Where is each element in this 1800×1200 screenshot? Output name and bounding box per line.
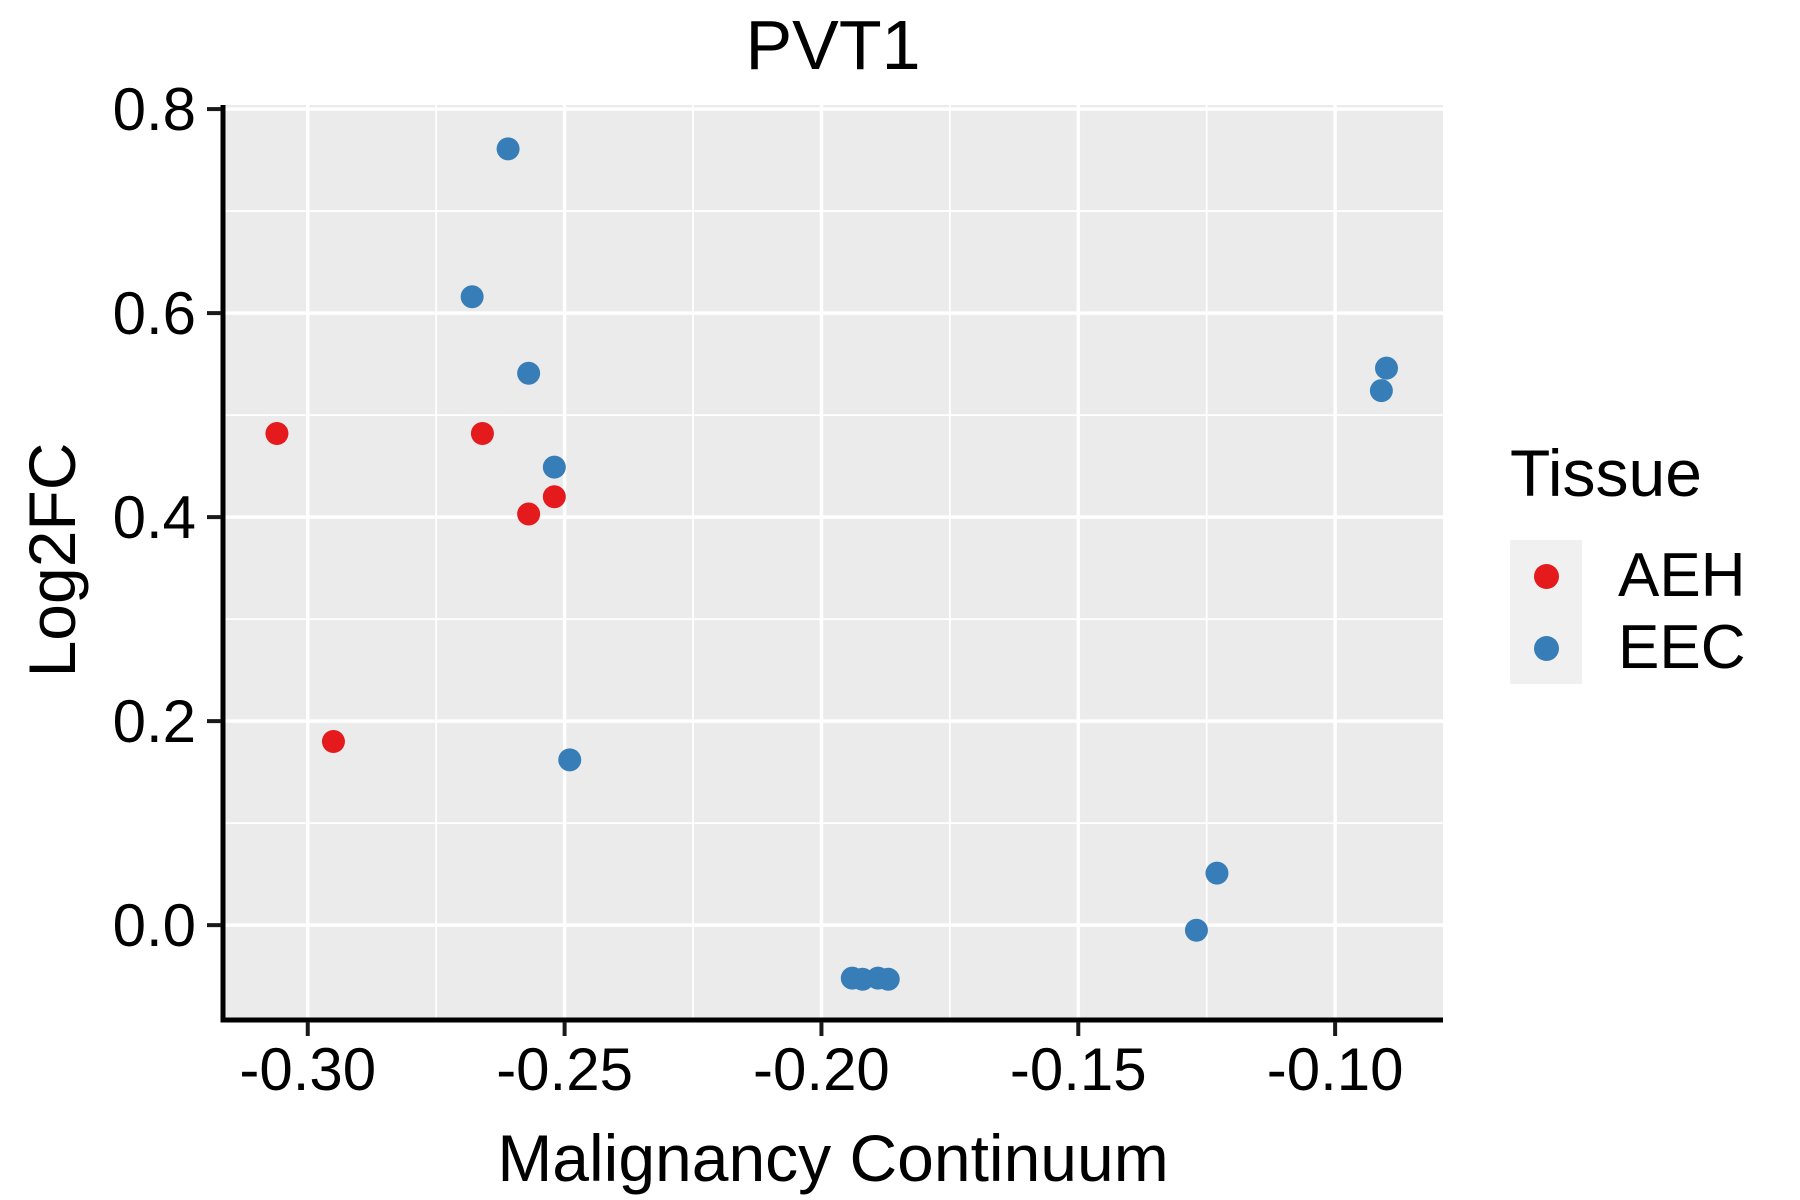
data-point-eec [496, 137, 520, 161]
legend: Tissue AEH EEC [1510, 440, 1745, 684]
data-point-aeh [470, 421, 494, 445]
data-point-eec [517, 361, 541, 385]
y-tick-label: 0.2 [113, 688, 196, 755]
x-tick-label: -0.20 [753, 1036, 890, 1103]
chart-title: PVT1 [745, 6, 921, 84]
data-point-aeh [542, 485, 566, 509]
legend-key-eec [1510, 612, 1582, 684]
x-tick-label: -0.25 [496, 1036, 633, 1103]
data-point-aeh [321, 730, 345, 754]
data-point-aeh [517, 502, 541, 526]
legend-item-eec: EEC [1510, 612, 1745, 684]
data-point-eec [542, 455, 566, 479]
legend-title: Tissue [1510, 436, 1702, 510]
legend-item-aeh: AEH [1510, 540, 1745, 612]
y-tick-label: 0.4 [113, 484, 196, 551]
data-point-eec [1184, 918, 1208, 942]
y-tick-label: 0.8 [113, 76, 196, 143]
y-axis-label: Log2FC [15, 442, 89, 678]
data-point-eec [876, 967, 900, 991]
aeh-marker-icon [1533, 563, 1559, 589]
y-tick-label: 0.6 [113, 280, 196, 347]
data-point-eec [558, 748, 582, 772]
data-point-eec [460, 285, 484, 309]
data-point-aeh [265, 421, 289, 445]
panel-background [223, 105, 1443, 1020]
data-point-eec [1374, 356, 1398, 380]
legend-key-aeh [1510, 540, 1582, 612]
data-point-eec [1205, 861, 1229, 885]
x-tick-label: -0.10 [1267, 1036, 1404, 1103]
x-tick-label: -0.30 [239, 1036, 376, 1103]
legend-item-eec-label: EEC [1618, 613, 1746, 682]
eec-marker-icon [1533, 635, 1559, 661]
x-tick-label: -0.15 [1010, 1036, 1147, 1103]
x-axis-label: Malignancy Continuum [497, 1121, 1169, 1195]
legend-item-aeh-label: AEH [1618, 541, 1746, 610]
y-tick-label: 0.0 [113, 892, 196, 959]
data-point-eec [1369, 379, 1393, 403]
